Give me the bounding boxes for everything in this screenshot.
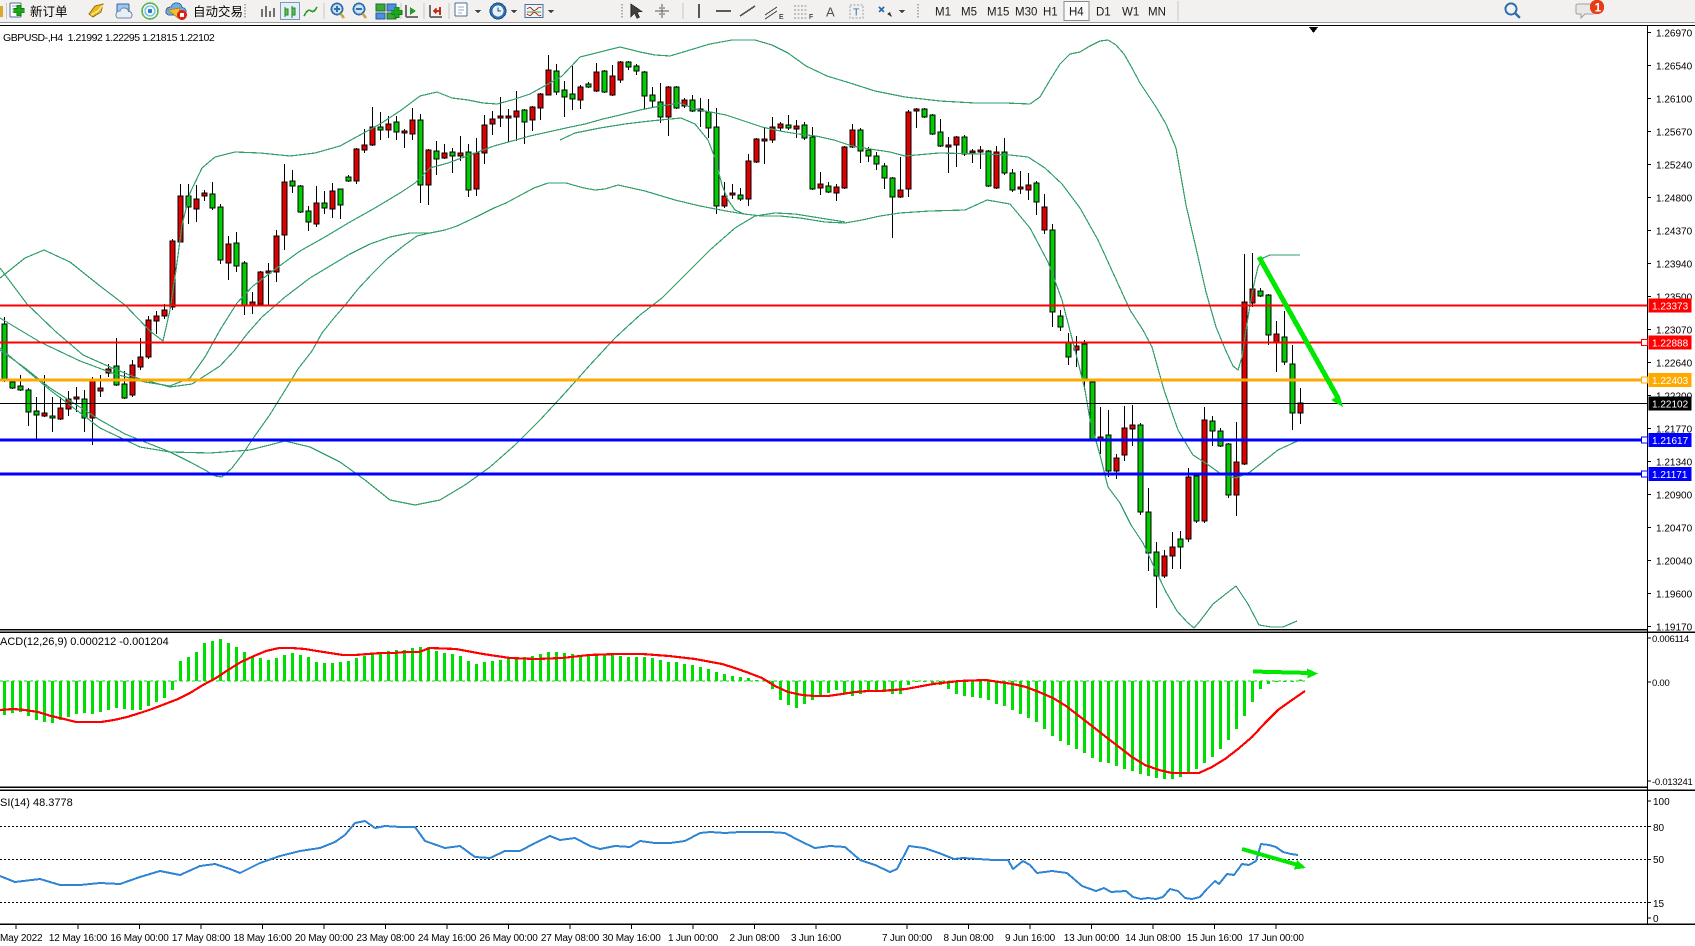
svg-text:26 May 00:00: 26 May 00:00: [479, 933, 538, 944]
svg-text:1.20040: 1.20040: [1656, 557, 1693, 568]
svg-text:50: 50: [1653, 855, 1665, 866]
svg-text:16 May 00:00: 16 May 00:00: [110, 933, 169, 944]
svg-text:M5: M5: [961, 7, 977, 19]
svg-text:0: 0: [1653, 914, 1659, 925]
svg-text:M15: M15: [987, 7, 1009, 19]
svg-text:1.26540: 1.26540: [1656, 62, 1693, 73]
svg-text:0.006114: 0.006114: [1652, 634, 1689, 645]
svg-text:1.23070: 1.23070: [1656, 326, 1693, 337]
svg-text:M30: M30: [1015, 7, 1037, 19]
svg-text:15 Jun 16:00: 15 Jun 16:00: [1187, 933, 1243, 944]
svg-text:1.21617: 1.21617: [1652, 436, 1689, 447]
svg-text:MN: MN: [1148, 7, 1166, 19]
svg-text:May 2022: May 2022: [0, 933, 43, 944]
svg-text:GBPUSD-,H4 1.21992 1.22295 1.: GBPUSD-,H4 1.21992 1.22295 1.21815 1.221…: [3, 32, 215, 44]
svg-text:14 Jun 08:00: 14 Jun 08:00: [1125, 933, 1181, 944]
svg-text:12 May 16:00: 12 May 16:00: [49, 933, 108, 944]
svg-text:自动交易: 自动交易: [193, 4, 243, 19]
svg-text:15: 15: [1653, 899, 1665, 910]
svg-text:1.24370: 1.24370: [1656, 227, 1693, 238]
svg-text:17 Jun 00:00: 17 Jun 00:00: [1248, 933, 1304, 944]
svg-text:0.00: 0.00: [1652, 678, 1670, 689]
svg-text:A: A: [826, 5, 835, 20]
svg-text:1.22640: 1.22640: [1656, 359, 1693, 370]
svg-text:80: 80: [1653, 823, 1665, 834]
svg-text:30 May 16:00: 30 May 16:00: [602, 933, 661, 944]
svg-text:F: F: [809, 14, 813, 21]
svg-text:1.20470: 1.20470: [1656, 524, 1693, 535]
svg-text:18 May 16:00: 18 May 16:00: [233, 933, 292, 944]
svg-text:1.23940: 1.23940: [1656, 260, 1693, 271]
svg-text:D1: D1: [1096, 7, 1111, 19]
svg-text:1.21171: 1.21171: [1652, 470, 1688, 481]
svg-text:1.22403: 1.22403: [1652, 376, 1689, 387]
svg-text:H4: H4: [1069, 7, 1084, 19]
svg-text:3 Jun 16:00: 3 Jun 16:00: [791, 933, 842, 944]
svg-text:-0.013241: -0.013241: [1652, 777, 1693, 788]
svg-text:8 Jun 08:00: 8 Jun 08:00: [943, 933, 994, 944]
svg-text:100: 100: [1653, 797, 1670, 808]
svg-text:1.23373: 1.23373: [1652, 302, 1689, 313]
svg-text:1.25670: 1.25670: [1656, 128, 1693, 139]
svg-text:1.23500: 1.23500: [1656, 293, 1693, 304]
svg-text:1.25240: 1.25240: [1656, 161, 1693, 172]
svg-text:M1: M1: [935, 7, 951, 19]
svg-text:1.20900: 1.20900: [1656, 491, 1693, 502]
svg-text:1: 1: [1595, 1, 1602, 15]
svg-text:27 May 08:00: 27 May 08:00: [541, 933, 600, 944]
svg-text:新订单: 新订单: [30, 4, 68, 19]
svg-text:ACD(12,26,9) 0.000212 -0.00120: ACD(12,26,9) 0.000212 -0.001204: [0, 636, 169, 648]
svg-text:T: T: [853, 7, 860, 19]
svg-text:1.22888: 1.22888: [1652, 339, 1689, 350]
svg-text:1.19170: 1.19170: [1656, 623, 1693, 634]
svg-text:1.21770: 1.21770: [1656, 425, 1693, 436]
svg-text:1.26970: 1.26970: [1656, 29, 1693, 40]
svg-text:23 May 08:00: 23 May 08:00: [356, 933, 415, 944]
svg-text:24 May 16:00: 24 May 16:00: [418, 933, 477, 944]
svg-text:1.26100: 1.26100: [1656, 95, 1693, 106]
svg-text:17 May 08:00: 17 May 08:00: [172, 933, 231, 944]
svg-text:1.19600: 1.19600: [1656, 590, 1693, 601]
svg-text:7 Jun 00:00: 7 Jun 00:00: [882, 933, 933, 944]
svg-text:H1: H1: [1043, 7, 1058, 19]
svg-text:13 Jun 00:00: 13 Jun 00:00: [1064, 933, 1120, 944]
svg-text:1 Jun 00:00: 1 Jun 00:00: [668, 933, 719, 944]
svg-text:20 May 00:00: 20 May 00:00: [295, 933, 354, 944]
svg-text:2 Jun 08:00: 2 Jun 08:00: [729, 933, 780, 944]
svg-text:1.21340: 1.21340: [1656, 458, 1693, 469]
svg-text:1.22102: 1.22102: [1652, 400, 1689, 411]
svg-text:W1: W1: [1122, 7, 1139, 19]
svg-text:1.24800: 1.24800: [1656, 194, 1693, 205]
svg-text:9 Jun 16:00: 9 Jun 16:00: [1005, 933, 1056, 944]
svg-text:SI(14) 48.3778: SI(14) 48.3778: [0, 797, 73, 809]
svg-text:E: E: [779, 14, 784, 21]
